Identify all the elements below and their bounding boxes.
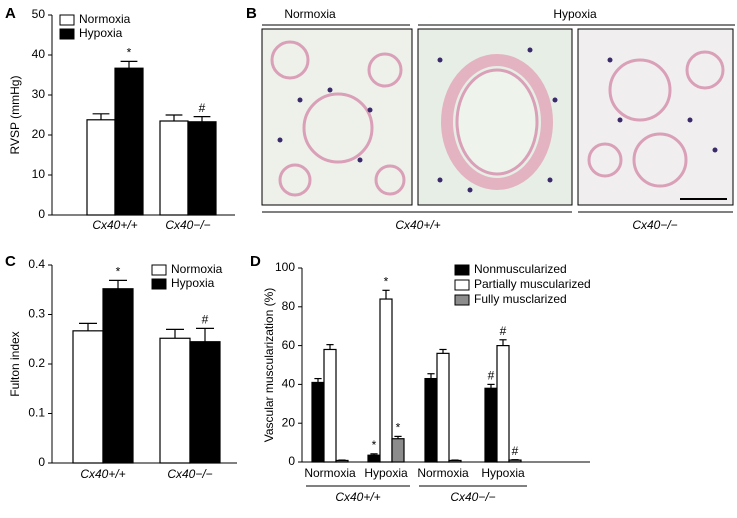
error-bar — [427, 374, 434, 379]
x-tick-label: Hypoxia — [481, 466, 525, 480]
y-tick-label: 20 — [32, 127, 46, 141]
genotype-label: Cx40+/+ — [395, 218, 440, 232]
y-tick-label: 30 — [32, 87, 46, 101]
bar — [188, 122, 216, 215]
legend-label: Normoxia — [79, 12, 131, 26]
y-tick-label: 0 — [38, 207, 45, 221]
y-axis-label: Vascular muscularization (%) — [262, 288, 276, 443]
error-bar — [196, 328, 214, 341]
bar — [103, 289, 133, 463]
y-tick-label: 60 — [282, 338, 296, 352]
genotype-label: Cx40−/− — [632, 218, 677, 232]
bar — [437, 353, 449, 462]
y-tick-label: 0.4 — [28, 257, 45, 271]
significance-mark: * — [396, 421, 401, 435]
legend-swatch — [455, 265, 469, 275]
error-bar — [499, 340, 506, 346]
bar — [115, 68, 143, 215]
bar — [485, 388, 497, 462]
significance-mark: * — [372, 438, 377, 452]
legend-swatch — [60, 29, 74, 39]
bar — [392, 439, 404, 462]
legend-label: Fully musclarized — [474, 292, 567, 306]
y-tick-label: 20 — [282, 415, 296, 429]
error-bar — [109, 280, 127, 288]
bar — [312, 382, 324, 462]
group-label: Cx40+/+ — [335, 490, 380, 504]
y-tick-label: 0 — [38, 455, 45, 469]
legend-swatch — [455, 280, 469, 290]
error-bar — [166, 115, 183, 121]
panel-letter: A — [5, 5, 16, 22]
legend-label: Nonmuscularized — [474, 262, 567, 276]
x-tick-label: Normoxia — [417, 466, 469, 480]
panel-letter: C — [5, 253, 16, 270]
legend-label: Partially muscularized — [474, 277, 591, 291]
significance-mark: * — [127, 46, 132, 60]
x-tick-label: Cx40+/+ — [80, 467, 125, 481]
error-bar — [382, 290, 389, 299]
bar — [497, 346, 509, 462]
histology-panel: B Normoxia Hypoxia Cx40+/+ Cx40−/− — [246, 5, 735, 232]
significance-mark: # — [202, 313, 209, 327]
legend-label: Hypoxia — [171, 276, 215, 290]
legend-swatch — [152, 265, 166, 275]
header: Hypoxia — [553, 7, 597, 21]
y-tick-label: 10 — [32, 167, 46, 181]
error-bar — [79, 323, 97, 330]
y-axis-label: Fulton index — [8, 331, 22, 396]
bar — [324, 349, 336, 462]
x-tick-label: Cx40+/+ — [92, 218, 137, 232]
y-tick-label: 0 — [288, 454, 295, 468]
bar — [73, 331, 103, 463]
bar — [380, 299, 392, 462]
significance-mark: * — [384, 274, 389, 288]
significance-mark: # — [512, 444, 519, 458]
legend-swatch — [152, 279, 166, 289]
x-tick-label: Normoxia — [304, 466, 356, 480]
panel-letter: B — [246, 5, 257, 22]
significance-mark: # — [488, 369, 495, 383]
bar — [87, 120, 115, 215]
y-tick-label: 40 — [32, 47, 46, 61]
significance-mark: * — [116, 265, 121, 279]
panel-letter: D — [250, 253, 261, 270]
y-tick-label: 40 — [282, 377, 296, 391]
significance-mark: # — [199, 101, 206, 115]
x-tick-label: Hypoxia — [364, 466, 408, 480]
bar — [509, 460, 521, 462]
y-tick-label: 80 — [282, 299, 296, 313]
y-tick-label: 50 — [32, 7, 46, 21]
bar — [449, 460, 461, 462]
y-axis-label: RVSP (mmHg) — [8, 76, 22, 155]
error-bar — [93, 114, 110, 120]
bar — [160, 121, 188, 215]
y-tick-label: 0.3 — [28, 307, 45, 321]
header: Normoxia — [284, 7, 336, 21]
significance-mark: # — [500, 324, 507, 338]
legend-label: Hypoxia — [79, 26, 123, 40]
error-bar — [194, 117, 211, 122]
x-tick-label: Cx40−/− — [167, 467, 212, 481]
bar — [368, 455, 380, 462]
y-tick-label: 0.1 — [28, 406, 45, 420]
bar — [190, 342, 220, 463]
bar — [425, 379, 437, 462]
legend-swatch — [60, 15, 74, 25]
legend-label: Normoxia — [171, 262, 223, 276]
bar — [160, 338, 190, 463]
error-bar — [166, 329, 184, 338]
error-bar — [326, 345, 333, 350]
group-label: Cx40−/− — [450, 490, 495, 504]
y-tick-label: 0.2 — [28, 356, 45, 370]
y-tick-label: 100 — [275, 260, 295, 274]
legend-swatch — [455, 295, 469, 305]
bar — [336, 460, 348, 462]
error-bar — [121, 61, 138, 68]
x-tick-label: Cx40−/− — [165, 218, 210, 232]
